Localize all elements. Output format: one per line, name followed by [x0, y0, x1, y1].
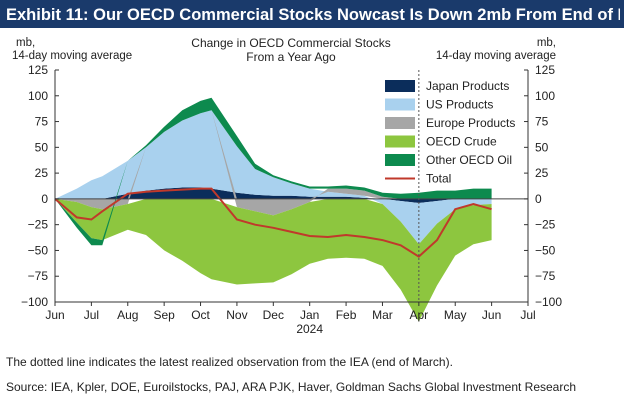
stocks-chart: Change in OECD Commercial Stocks From a …	[12, 36, 562, 336]
y-tick-label-right: −50	[535, 243, 556, 257]
y-tick-label-right: 75	[535, 115, 549, 129]
legend-swatch	[385, 80, 415, 92]
legend-label: Japan Products	[426, 79, 509, 93]
legend-item-total: Total	[385, 172, 451, 186]
y-tick-label-left: −50	[28, 243, 49, 257]
axes: 125 125 100 100 75 75 50 50 25 25 0 0 −25 −25 −50 −50 −7…	[21, 63, 562, 336]
source-line: Source: IEA, Kpler, DOE, Euroilstocks, P…	[6, 380, 577, 394]
area-us-products	[55, 110, 492, 245]
legend-label: Other OECD Oil	[426, 153, 512, 167]
legend: Japan Products US Products Europe Products…	[385, 79, 515, 186]
chart-subtitle: From a Year Ago	[246, 50, 336, 64]
y-tick-label-left: 0	[41, 192, 48, 206]
y-tick-label-left: −75	[28, 269, 49, 283]
right-axis-label: mb, 14-day moving average	[436, 37, 556, 62]
left-axis-label: mb, 14-day moving average	[12, 37, 132, 62]
legend-item-japan-products: Japan Products	[385, 79, 509, 93]
legend-label: Europe Products	[426, 116, 515, 130]
x-tick-label: Mar	[372, 308, 393, 322]
legend-swatch	[385, 98, 415, 111]
x-tick-label: Aug	[117, 308, 138, 322]
x-tick-label: Jun	[482, 308, 501, 322]
y-tick-label-right: −25	[535, 218, 556, 232]
x-tick-label: May	[444, 308, 467, 322]
x-tick-label: Dec	[263, 308, 284, 322]
x-tick-label: Jun	[45, 308, 64, 322]
legend-item-other-oecd-oil: Other OECD Oil	[385, 153, 512, 167]
x-tick-label: Jul	[84, 308, 99, 322]
plot-area	[54, 97, 492, 322]
year-label: 2024	[296, 322, 323, 336]
y-tick-label-left: 50	[35, 140, 49, 154]
y-tick-label-right: 125	[535, 63, 555, 77]
y-tick-label-right: 25	[535, 166, 549, 180]
y-tick-label-left: 75	[35, 115, 49, 129]
legend-swatch	[385, 117, 415, 129]
chart-title: Change in OECD Commercial Stocks	[191, 36, 390, 50]
y-tick-label-right: 0	[535, 192, 542, 206]
x-tick-label: Jul	[520, 308, 535, 322]
y-tick-label-left: 125	[28, 63, 48, 77]
legend-swatch	[385, 154, 415, 166]
x-tick-label: Jan	[300, 308, 319, 322]
y-tick-label-right: −100	[535, 295, 562, 309]
area-europe-products	[55, 110, 492, 216]
x-tick-label: Sep	[153, 308, 175, 322]
page-title: Exhibit 11: Our OECD Commercial Stocks N…	[6, 6, 620, 24]
y-tick-label-left: 25	[35, 166, 49, 180]
legend-label: US Products	[426, 98, 493, 112]
footnote: The dotted line indicates the latest rea…	[6, 355, 453, 369]
legend-swatch	[385, 135, 415, 148]
y-tick-label-right: 50	[535, 140, 549, 154]
title-bar	[0, 0, 624, 28]
legend-label: OECD Crude	[426, 135, 497, 149]
legend-item-europe-products: Europe Products	[385, 116, 515, 130]
legend-label: Total	[426, 172, 451, 186]
legend-item-oecd-crude: OECD Crude	[385, 135, 497, 149]
y-tick-label-left: −100	[21, 295, 48, 309]
x-tick-label: Oct	[191, 308, 210, 322]
line-total	[54, 187, 492, 258]
area-oecd-crude	[55, 198, 492, 322]
y-tick-label-left: 100	[28, 89, 48, 103]
y-tick-label-right: −75	[535, 269, 556, 283]
y-tick-label-right: 100	[535, 89, 555, 103]
x-tick-label: Apr	[410, 308, 429, 322]
x-tick-label: Feb	[336, 308, 357, 322]
x-tick-label: Nov	[226, 308, 247, 322]
y-tick-label-left: −25	[28, 218, 49, 232]
legend-item-us-products: US Products	[385, 98, 493, 112]
